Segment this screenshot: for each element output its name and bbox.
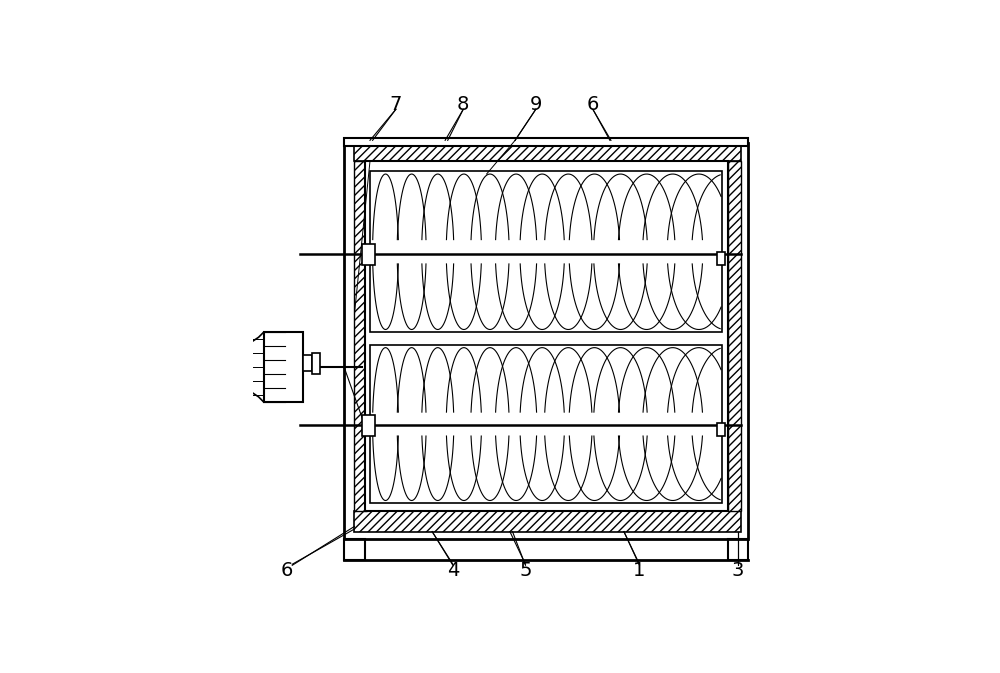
Text: 8: 8 (457, 95, 469, 114)
Bar (344, 138, 748, 145)
Bar (303, 355, 312, 371)
Bar (370, 172, 722, 332)
Text: 7: 7 (390, 95, 402, 114)
Bar (344, 143, 748, 539)
Bar (264, 332, 303, 402)
Text: 6: 6 (587, 95, 599, 114)
Bar (717, 423, 725, 435)
Bar (354, 161, 367, 511)
Text: 3: 3 (732, 561, 744, 580)
Bar (370, 345, 722, 503)
Bar (354, 141, 741, 161)
Bar (362, 244, 375, 264)
Bar (371, 346, 721, 502)
Text: 4: 4 (447, 561, 459, 580)
Text: 5: 5 (519, 561, 532, 580)
Bar (354, 511, 741, 532)
Bar (728, 161, 741, 511)
Text: 1: 1 (633, 561, 646, 580)
Bar (362, 415, 375, 435)
Bar (371, 172, 721, 331)
Text: 9: 9 (530, 95, 542, 114)
Bar (717, 252, 725, 264)
Bar (365, 161, 728, 511)
Bar (312, 353, 320, 374)
Text: 6: 6 (281, 561, 293, 580)
